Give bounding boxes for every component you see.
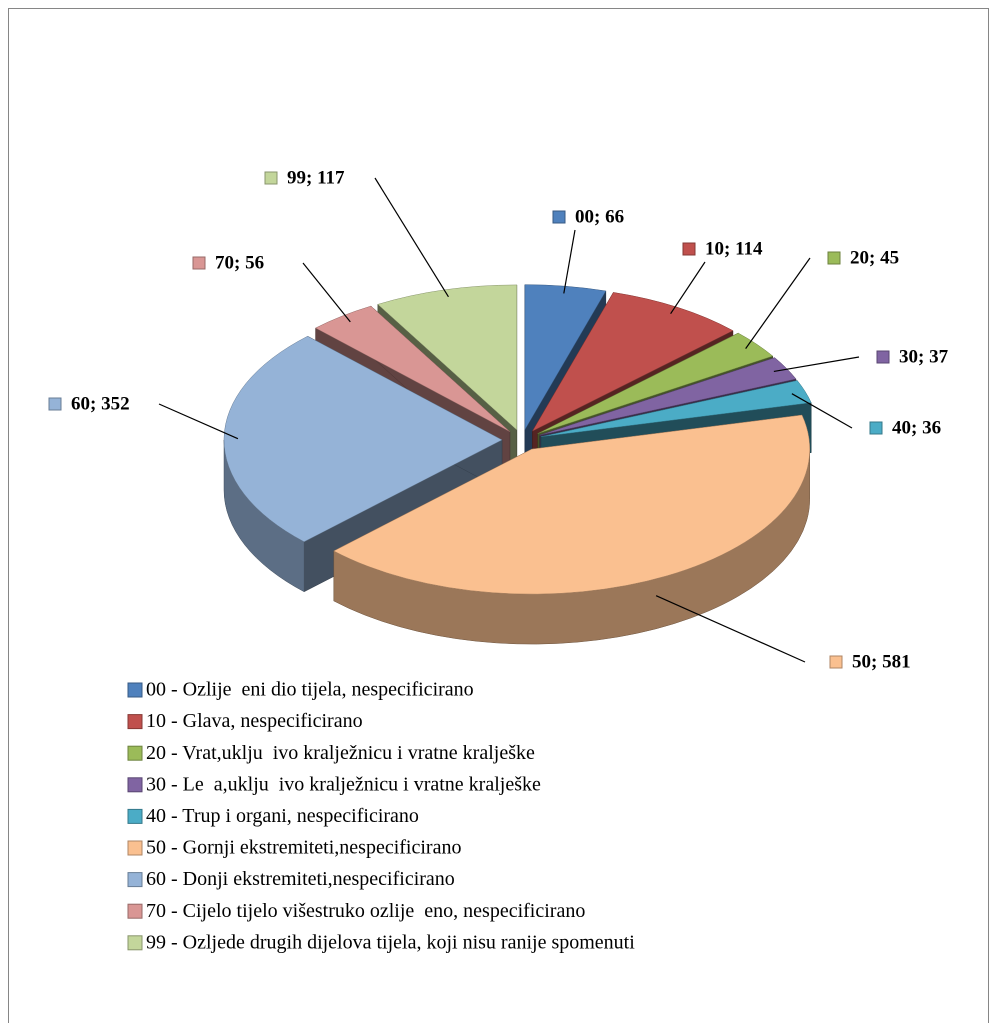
- legend-marker: [127, 808, 143, 824]
- data-label-marker: [876, 350, 890, 364]
- slice: [315, 305, 511, 432]
- legend-label: 99 - Ozljede drugih dijelova tijela, koj…: [146, 931, 635, 953]
- legend-label: 60 - Donji ekstremiteti,nespecificirano: [146, 868, 455, 890]
- legend-label: 70 - Cijelo tijelo višestruko ozlije eno…: [146, 900, 585, 922]
- data-label: 30; 37: [899, 346, 949, 367]
- legend-marker: [127, 714, 143, 730]
- data-label-marker: [827, 251, 841, 265]
- slice: [223, 335, 503, 543]
- leader-line: [374, 177, 449, 298]
- leader-line: [773, 356, 860, 373]
- legend-marker: [127, 840, 143, 856]
- legend-label: 40 - Trup i organi, nespecificirano: [146, 805, 419, 827]
- data-label-marker: [552, 210, 566, 224]
- legend-marker: [127, 682, 143, 698]
- slice: [540, 380, 812, 437]
- slice: [524, 284, 607, 431]
- data-label-marker: [869, 421, 883, 435]
- data-label: 20; 45: [850, 247, 899, 268]
- leader-line: [563, 229, 576, 294]
- legend-marker: [127, 777, 143, 793]
- data-label-marker: [682, 242, 696, 256]
- data-label: 50; 581: [852, 651, 911, 672]
- legend-label: 00 - Ozlije eni dio tijela, nespecificir…: [146, 679, 474, 701]
- slice: [377, 284, 518, 431]
- data-label: 10; 114: [705, 238, 763, 259]
- data-label: 00; 66: [575, 206, 624, 227]
- legend-marker: [127, 745, 143, 761]
- legend-marker: [127, 935, 143, 951]
- data-label-marker: [48, 397, 62, 411]
- legend-label: 30 - Le a,uklju ivo kralježnicu i vratne…: [146, 773, 541, 795]
- legend-label: 20 - Vrat,uklju ivo kralježnicu i vratne…: [146, 742, 535, 764]
- data-label: 70; 56: [215, 252, 264, 273]
- frame: [8, 8, 989, 1023]
- slice: [531, 292, 734, 432]
- legend-label: 50 - Gornji ekstremiteti,nespecificirano: [146, 837, 461, 859]
- data-label-marker: [829, 655, 843, 669]
- leader-line: [302, 262, 351, 323]
- slice: [539, 357, 797, 436]
- leader-line: [655, 595, 806, 663]
- data-label: 40; 36: [892, 417, 941, 438]
- leader-line: [745, 257, 811, 349]
- data-label: 99; 117: [287, 167, 345, 188]
- data-label-marker: [264, 171, 278, 185]
- leader-line: [670, 261, 706, 315]
- data-label: 60; 352: [71, 393, 130, 414]
- legend-label: 10 - Glava, nespecificirano: [146, 710, 363, 732]
- data-label-marker: [192, 256, 206, 270]
- slice: [333, 414, 810, 595]
- leader-line: [158, 403, 239, 440]
- leader-line: [791, 393, 853, 429]
- legend-marker: [127, 903, 143, 919]
- legend-marker: [127, 872, 143, 888]
- slice: [537, 332, 774, 434]
